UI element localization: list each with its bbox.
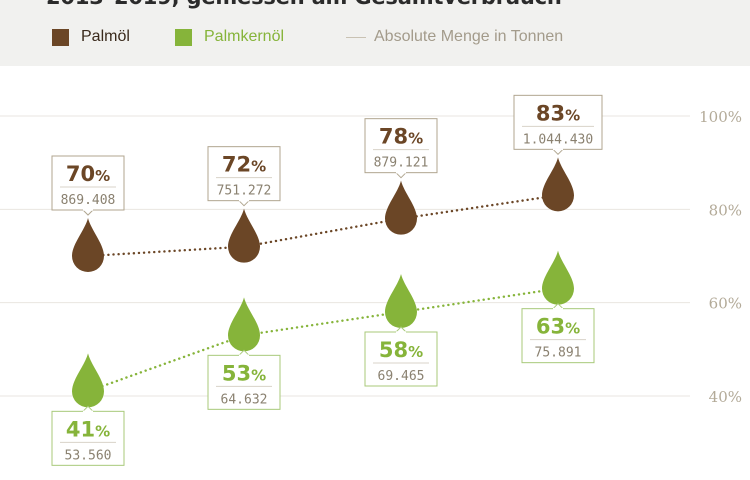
legend-item-palm: Palmöl	[52, 26, 130, 48]
data-label-value: 58%	[379, 338, 423, 362]
data-label-value: 63%	[536, 315, 580, 339]
legend-swatch-palm	[52, 28, 69, 46]
data-point-drop-palm	[228, 208, 260, 263]
data-label-value: 41%	[66, 417, 110, 441]
label-box-frame	[51, 410, 125, 466]
data-label-box-palm: 78% 879.121	[364, 118, 438, 179]
data-label-value: 78%	[379, 125, 423, 149]
data-label-value: 53%	[222, 361, 266, 385]
data-label-amount: 879.121	[374, 156, 429, 171]
data-point-drop-kernel	[385, 274, 417, 328]
series-line-kernel	[86, 287, 560, 393]
data-point-drop-palm	[72, 218, 104, 272]
label-box-pointer	[82, 405, 94, 412]
data-label-box-kernel: 63% 75.891	[521, 302, 595, 364]
data-label-amount: 1.044.430	[523, 132, 593, 147]
data-label-value: 83%	[536, 101, 580, 125]
data-point-drop-palm	[385, 180, 417, 235]
data-label-amount: 751.272	[217, 184, 272, 199]
chart-title: 2013–2019, gemessen am Gesamtverbrauch	[46, 0, 562, 9]
legend-swatch-kernel	[175, 28, 192, 46]
label-box-pointer	[395, 326, 407, 333]
label-box-pointer	[552, 148, 564, 156]
legend-label-palm: Palmöl	[81, 28, 130, 45]
data-label-box-kernel: 53% 64.632	[207, 349, 281, 410]
y-tick-label: 40%	[709, 388, 742, 406]
data-label-box-palm: 70% 869.408	[51, 155, 125, 216]
label-box-pointer	[552, 302, 564, 310]
data-label-value: 70%	[66, 162, 110, 186]
data-point-drop-palm	[542, 157, 574, 212]
data-label-box-palm: 83% 1.044.430	[513, 94, 603, 156]
label-box-frame	[207, 146, 281, 202]
data-label-amount: 53.560	[65, 448, 112, 463]
data-point-drop-kernel	[228, 297, 260, 352]
series-line-palm	[86, 194, 560, 258]
legend-line-absolute	[346, 36, 366, 38]
data-label-box-kernel: 58% 69.465	[364, 326, 438, 387]
y-tick-label: 80%	[709, 201, 742, 219]
label-box-frame	[364, 331, 438, 387]
legend-label-absolute: Absolute Menge in Tonnen	[374, 28, 564, 45]
legend-label-kernel: Palmkernöl	[204, 28, 285, 45]
y-tick-label: 60%	[709, 295, 742, 313]
label-box-pointer	[82, 209, 94, 216]
data-label-amount: 64.632	[221, 392, 268, 407]
data-label-box-kernel: 41% 53.560	[51, 405, 125, 466]
data-label-box-palm: 72% 751.272	[207, 146, 281, 207]
data-point-drop-kernel	[72, 353, 104, 408]
label-box-frame	[207, 354, 281, 410]
label-box-frame	[513, 94, 603, 150]
data-label-amount: 869.408	[61, 193, 116, 208]
label-box-frame	[364, 118, 438, 174]
legend-item-kernel: Palmkernöl	[175, 26, 284, 48]
label-box-pointer	[238, 349, 250, 356]
y-tick-label: 100%	[699, 108, 742, 126]
data-point-drop-kernel	[542, 250, 574, 305]
legend-item-absolute: Absolute Menge in Tonnen	[346, 26, 563, 48]
header: 2013–2019, gemessen am Gesamtverbrauch P…	[0, 0, 750, 66]
label-box-pointer	[395, 172, 407, 179]
data-label-amount: 69.465	[378, 369, 425, 384]
data-label-amount: 75.891	[535, 346, 582, 361]
data-label-value: 72%	[222, 153, 266, 177]
label-box-pointer	[238, 200, 250, 207]
